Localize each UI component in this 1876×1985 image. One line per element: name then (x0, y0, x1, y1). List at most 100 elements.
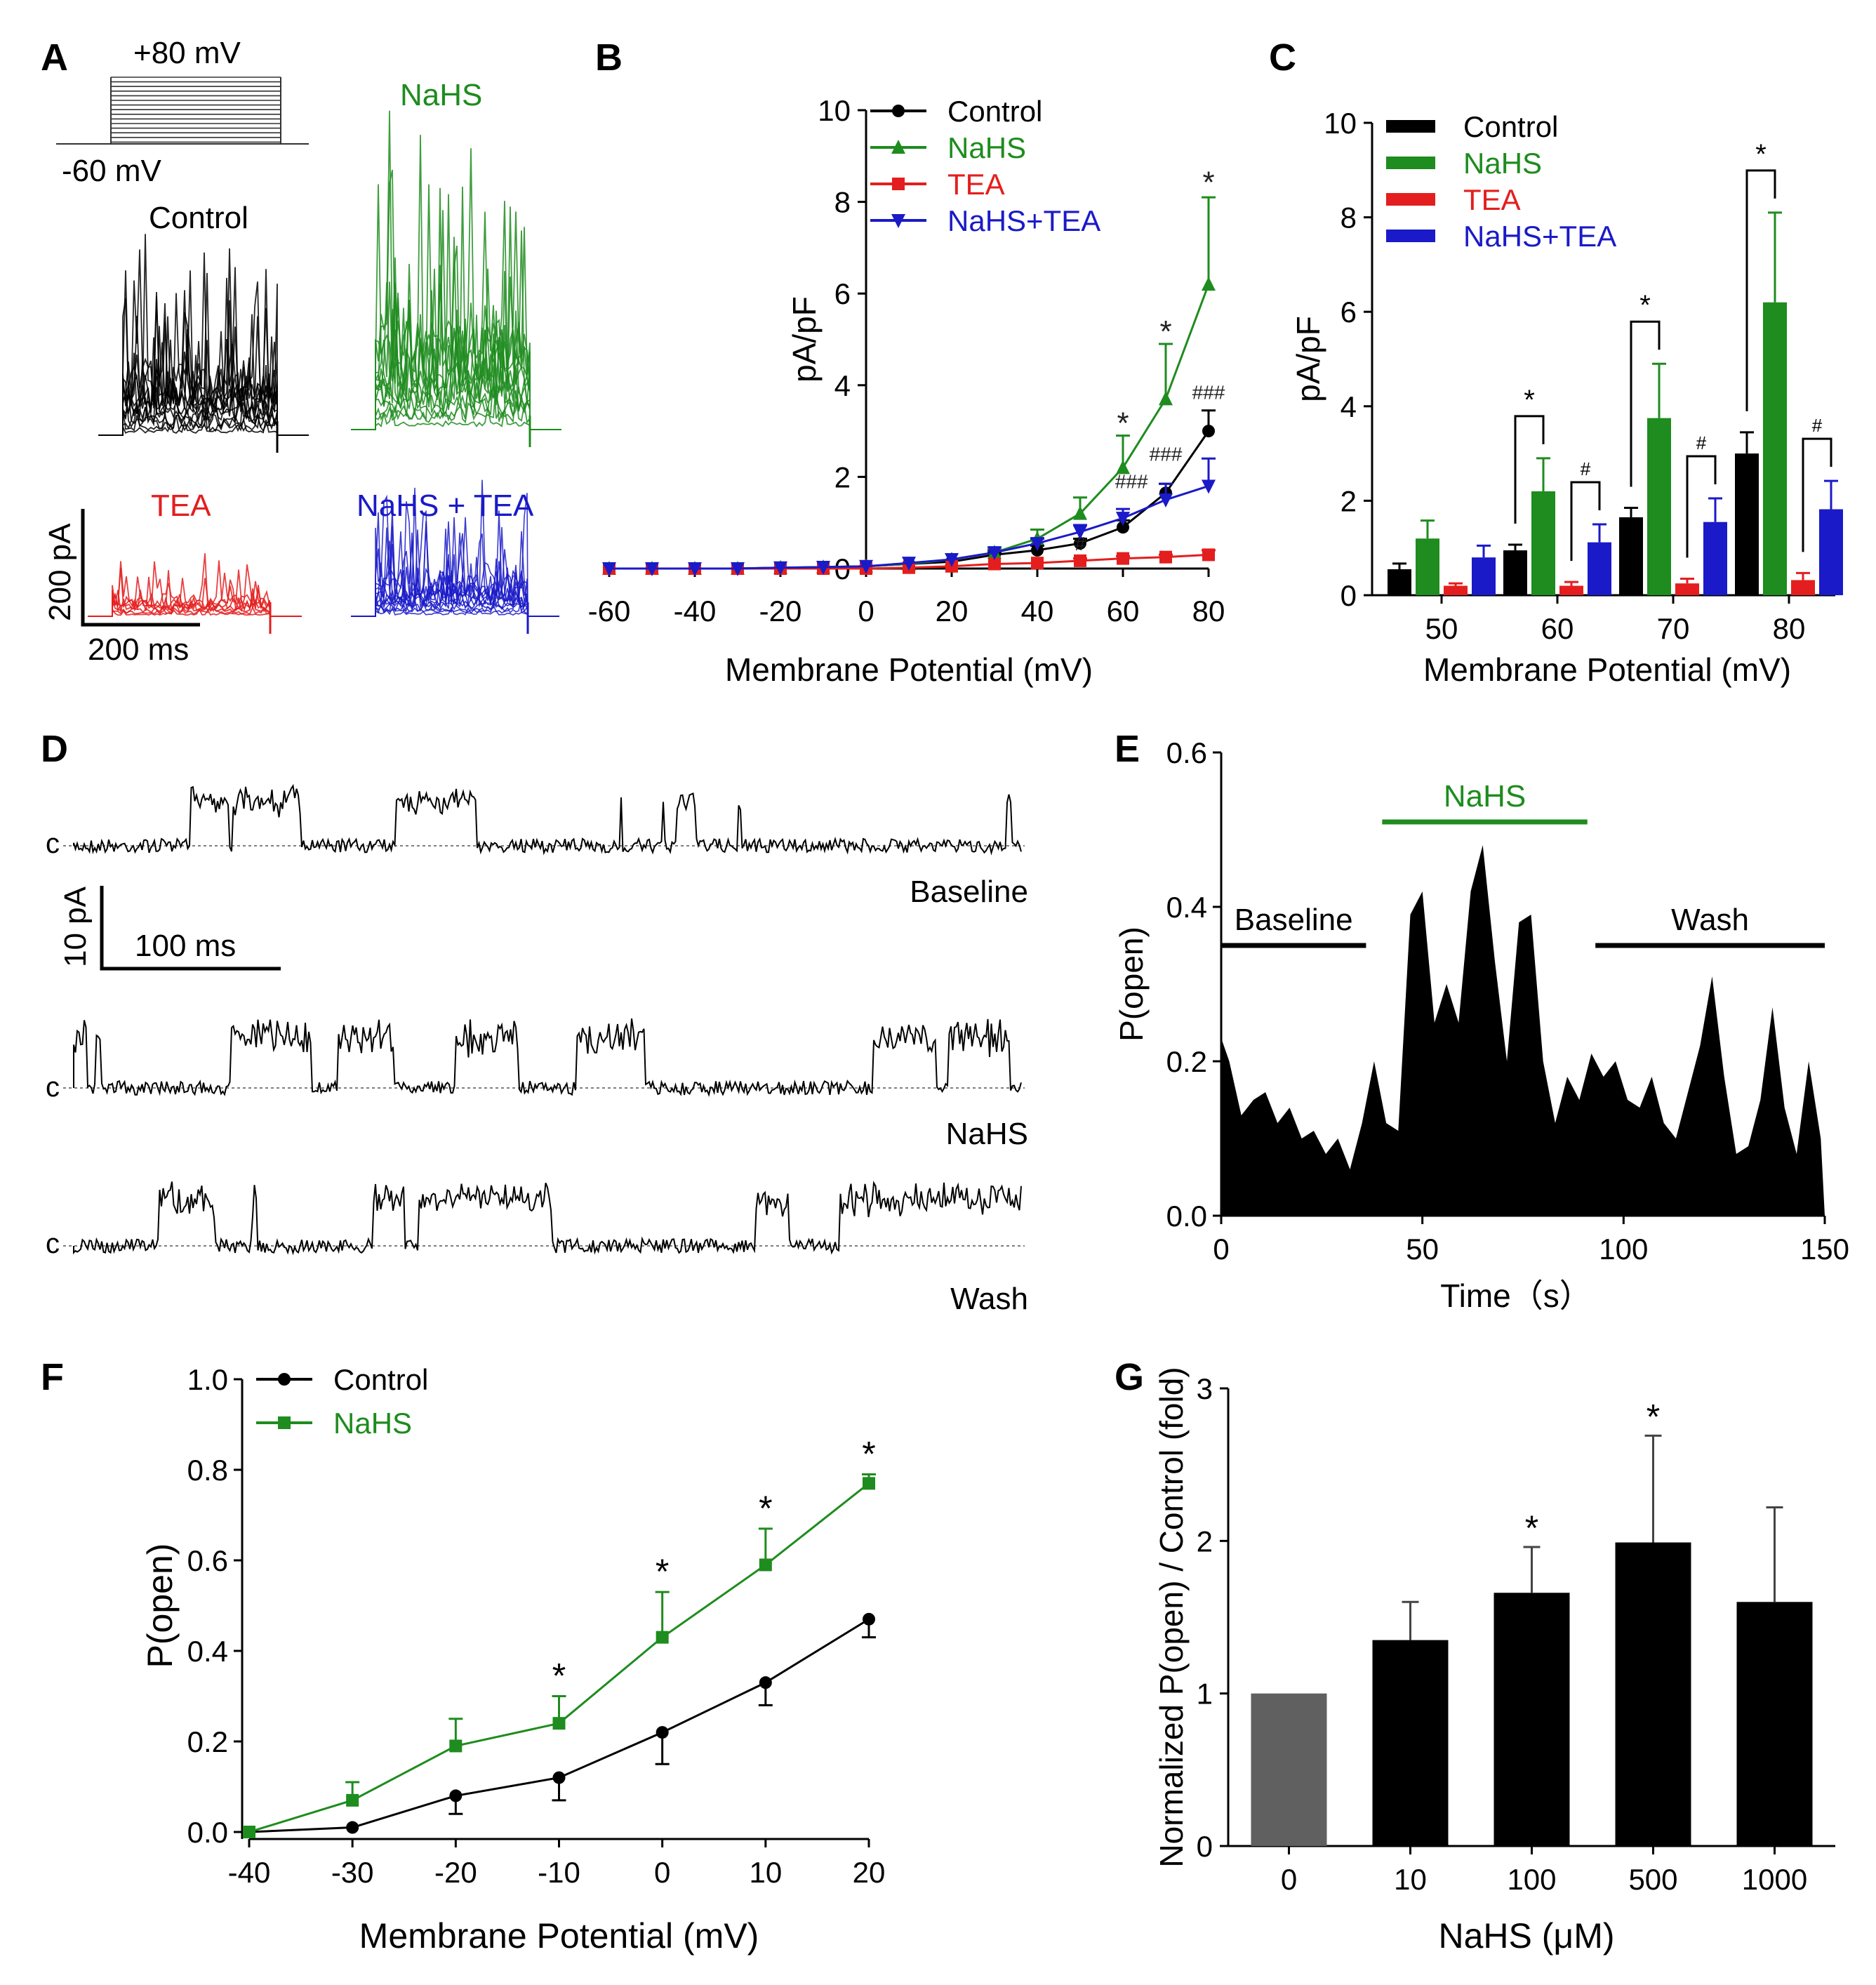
x-tick-label: 0 (1213, 1233, 1229, 1266)
significance-mark: * (1639, 290, 1651, 321)
trace-label-nahs-d: NaHS (946, 1117, 1028, 1151)
current-trace (351, 407, 561, 430)
legend-label: NaHS+TEA (1463, 220, 1616, 253)
legend-swatch (1386, 157, 1435, 169)
current-trace (98, 234, 309, 436)
trace-label-baseline: Baseline (910, 875, 1028, 909)
data-point (1159, 391, 1173, 406)
legend-marker (278, 1416, 291, 1429)
y-tick-label: 8 (1341, 201, 1357, 234)
y-tick-label: 0.6 (187, 1544, 228, 1577)
panel-label-a: A (41, 36, 68, 79)
bar (1559, 585, 1583, 595)
data-point (1116, 460, 1130, 474)
x-tick-label: -40 (674, 595, 717, 628)
current-trace (98, 390, 309, 436)
closed-level-label: c (46, 1228, 60, 1259)
x-tick-label: 1000 (1742, 1863, 1807, 1896)
data-point (863, 1477, 875, 1490)
bar (1472, 557, 1496, 595)
bar (1251, 1693, 1327, 1846)
x-tick-label: 80 (1192, 595, 1225, 628)
trace-label-nahs-tea: NaHS + TEA (357, 489, 534, 523)
bar (1763, 302, 1787, 595)
current-traces-nahs-tea (351, 479, 559, 634)
legend-swatch (1386, 230, 1435, 242)
bar (1735, 453, 1759, 595)
y-tick-label: 6 (834, 277, 851, 310)
closed-level-label: c (46, 828, 60, 859)
chart-f: -40 -30 -20 -10 0 10 20 0.0 0.2 0.4 0.6 0.8 1.0 Membr… (140, 1363, 885, 1956)
data-point (1117, 552, 1129, 565)
x-tick-label: 10 (749, 1856, 782, 1889)
bar (1531, 491, 1555, 595)
legend-label: NaHS (333, 1407, 412, 1440)
legend-label: NaHS (947, 131, 1026, 164)
y-tick-label: 10 (818, 94, 851, 127)
significance-mark: # (1075, 533, 1086, 555)
series-nahs (243, 1473, 876, 1838)
significance-mark: * (1159, 314, 1171, 349)
x-axis-title: Membrane Potential (mV) (359, 1916, 759, 1956)
scale-label-x-a: 200 ms (88, 632, 189, 667)
panel-c: C 0 2 4 6 8 10 Membrane Potential (mV) pA/pF 50 6… (1269, 36, 1843, 688)
scale-bar-d (100, 886, 281, 971)
closed-level-label: c (46, 1072, 60, 1103)
condition-label: Wash (1671, 903, 1749, 937)
data-point (346, 1793, 359, 1807)
scale-label-y-d: 10 pA (58, 886, 93, 967)
y-tick-label: 6 (1341, 296, 1357, 328)
y-tick-label: 0.0 (1166, 1200, 1207, 1233)
significance-mark: # (1696, 432, 1707, 453)
bar (1703, 522, 1727, 595)
significance-mark: ### (1150, 444, 1183, 465)
data-point (1073, 505, 1087, 520)
significance-bracket (1686, 455, 1717, 558)
x-tick-label: -40 (228, 1856, 271, 1889)
x-tick-label: 0 (1281, 1863, 1297, 1896)
legend-label: TEA (947, 168, 1005, 201)
x-tick-label: 10 (1394, 1863, 1427, 1896)
data-point (863, 1612, 875, 1626)
y-axis-title: Normalized P(open) / Control (fold) (1153, 1367, 1190, 1867)
panel-g: G 0 1 2 3 NaHS (μM) Normalized P(open) / Cont… (1115, 1356, 1835, 1956)
data-point (759, 1558, 772, 1572)
data-point (1073, 525, 1087, 540)
chart-g: 0 1 2 3 NaHS (μM) Normalized P(open) / Contro… (1153, 1367, 1835, 1956)
y-axis-title: P(open) (140, 1543, 180, 1668)
y-tick-label: 0 (1341, 579, 1357, 612)
trace-label-tea: TEA (151, 489, 211, 523)
bar (1503, 550, 1527, 595)
single-channel-traces (63, 783, 1025, 1256)
x-tick-label: 150 (1800, 1233, 1849, 1266)
y-tick-label: 2 (834, 460, 851, 493)
panel-label-f: F (41, 1356, 64, 1398)
legend-marker (278, 1373, 291, 1386)
significance-bracket (1514, 415, 1545, 524)
current-trace (98, 376, 309, 436)
legend-swatch (1386, 193, 1435, 206)
chart-e: 0 50 100 150 0.0 0.2 0.4 0.6 Time（s） P(open) Basel… (1113, 736, 1849, 1314)
x-tick-label: 60 (1107, 595, 1140, 628)
bar (1791, 580, 1815, 595)
current-traces-nahs (351, 110, 561, 447)
significance-mark: # (1812, 415, 1823, 436)
x-tick-label: 50 (1406, 1233, 1439, 1266)
bar (1819, 509, 1843, 595)
y-tick-label: 3 (1197, 1372, 1213, 1405)
y-tick-label: 2 (1341, 484, 1357, 517)
significance-bracket (1570, 481, 1601, 562)
current-trace (351, 479, 559, 617)
legend-label: Control (333, 1363, 428, 1396)
current-trace (88, 560, 302, 617)
current-trace (88, 569, 302, 617)
condition-label: NaHS (1444, 779, 1526, 814)
data-point (902, 557, 916, 571)
current-trace (88, 553, 302, 617)
current-trace (88, 599, 302, 617)
data-point (759, 1676, 772, 1689)
x-tick-label: 0 (654, 1856, 670, 1889)
panel-d: D c c c Baseline NaHS Wash 10 pA 100 ms (41, 728, 1028, 1316)
y-tick-label: 4 (834, 369, 851, 402)
